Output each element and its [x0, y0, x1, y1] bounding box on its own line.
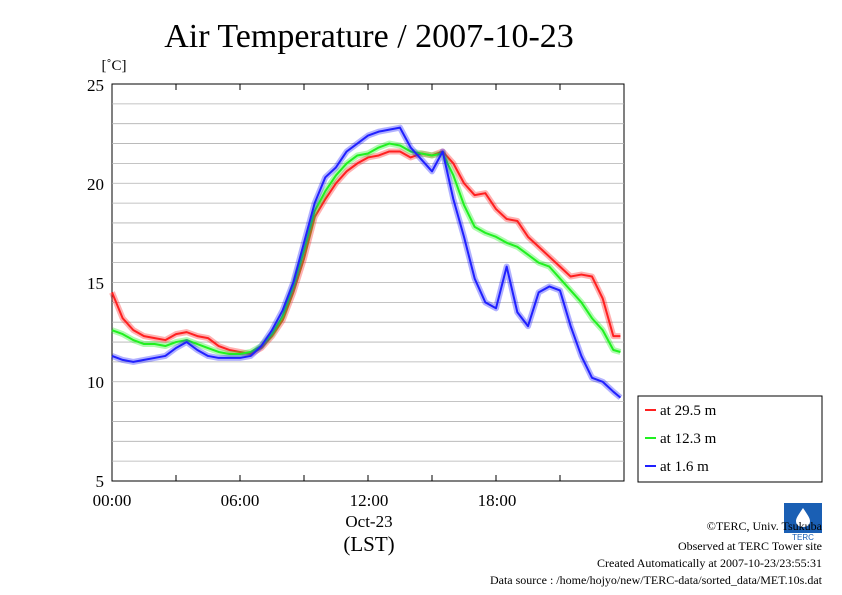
legend-label-1-6m: at 1.6 m [660, 459, 709, 475]
legend: at 29.5 m at 12.3 m at 1.6 m [637, 395, 823, 483]
x-tick-label: 12:00 [350, 491, 389, 510]
x-tick-label: 00:00 [93, 491, 132, 510]
footer-source: Data source : /home/hojyo/new/TERC-data/… [490, 573, 823, 587]
y-axis-unit-label: [˚C] [102, 58, 127, 74]
y-tick-label: 15 [87, 274, 104, 293]
x-tick-label: 18:00 [478, 491, 517, 510]
terc-logo-text: TERC [792, 533, 814, 542]
footer-created: Created Automatically at 2007-10-23/23:5… [597, 556, 822, 570]
legend-box [637, 395, 823, 483]
y-tick-label: 10 [87, 373, 104, 392]
x-tick-labels: 00:00 06:00 12:00 18:00 [93, 491, 517, 510]
water-drop-icon [796, 508, 810, 527]
terc-logo: TERC [784, 503, 822, 542]
y-tick-labels: 5 10 15 20 25 [87, 76, 104, 491]
grid-lines [111, 84, 625, 481]
chart-title: Air Temperature / 2007-10-23 [164, 18, 574, 55]
y-tick-label: 20 [87, 175, 104, 194]
x-date-label: Oct-23 [345, 512, 392, 531]
y-tick-label: 25 [87, 76, 104, 95]
series-line-at-12-3-m [111, 142, 621, 355]
legend-label-29-5m: at 29.5 m [660, 403, 717, 419]
footer-copyright: ©TERC, Univ. Tsukuba [707, 519, 823, 533]
y-tick-label: 5 [96, 472, 105, 491]
x-tick-label: 06:00 [221, 491, 260, 510]
series-lines [109, 124, 623, 400]
x-axis-label: (LST) [343, 532, 394, 556]
legend-label-12-3m: at 12.3 m [660, 431, 717, 447]
series-line-at-1-6-m [111, 126, 622, 399]
footer-site: Observed at TERC Tower site [678, 539, 822, 553]
series-line-at-29-5-m [111, 150, 621, 355]
